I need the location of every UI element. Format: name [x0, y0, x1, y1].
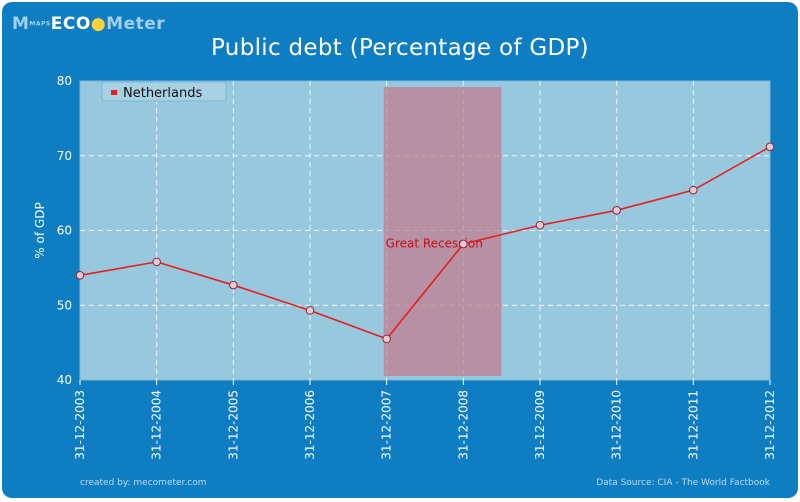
great-recession-label: Great Recession: [386, 237, 483, 251]
x-tick-label: 31-12-2005: [226, 390, 240, 460]
data-point: [535, 220, 545, 230]
logo-tiny: MAPS: [29, 20, 51, 28]
x-tick-label: 31-12-2011: [686, 390, 700, 460]
data-point: [152, 257, 161, 267]
x-tick-label: 31-12-2007: [380, 390, 394, 460]
y-tick-label: 50: [57, 298, 72, 312]
y-tick-label: 70: [57, 149, 72, 163]
legend-label: Netherlands: [123, 86, 202, 101]
logo-prefix: M: [12, 14, 30, 34]
x-tick-label: 31-12-2004: [150, 390, 164, 460]
data-point: [765, 142, 775, 152]
great-recession-band: [383, 87, 502, 376]
y-tick-label: 60: [57, 224, 72, 238]
x-tick-label: 31-12-2012: [763, 390, 777, 460]
logo-suffix: Meter: [106, 14, 166, 34]
data-point: [305, 306, 315, 315]
data-point: [612, 206, 621, 215]
data-point: [229, 280, 238, 290]
series-line: [79, 146, 771, 340]
x-tick-label: 31-12-2006: [303, 390, 317, 460]
legend-swatch: [111, 90, 117, 95]
data-point: [459, 239, 468, 249]
mecometer-logo: MMAPSECO●Meter: [12, 14, 166, 34]
data-point: [382, 334, 391, 344]
data-point: [689, 185, 698, 195]
logo-eco: ECO: [50, 14, 91, 34]
x-tick-label: 31-12-2009: [533, 390, 547, 460]
x-tick-label: 31-12-2008: [456, 390, 470, 460]
created-by-credit: created by: mecometer.com: [80, 478, 207, 488]
y-axis-title: % of GDP: [33, 202, 47, 258]
legend-box: [101, 81, 227, 102]
data-source-credit: Data Source: CIA - The World Factbook: [596, 478, 770, 488]
data-point: [75, 271, 85, 280]
x-tick-label: 31-12-2003: [73, 390, 87, 460]
y-tick-label: 40: [57, 373, 72, 387]
chart-title: Public debt (Percentage of GDP): [211, 35, 589, 61]
y-tick-label: 80: [57, 74, 72, 88]
x-tick-label: 31-12-2010: [610, 390, 624, 460]
